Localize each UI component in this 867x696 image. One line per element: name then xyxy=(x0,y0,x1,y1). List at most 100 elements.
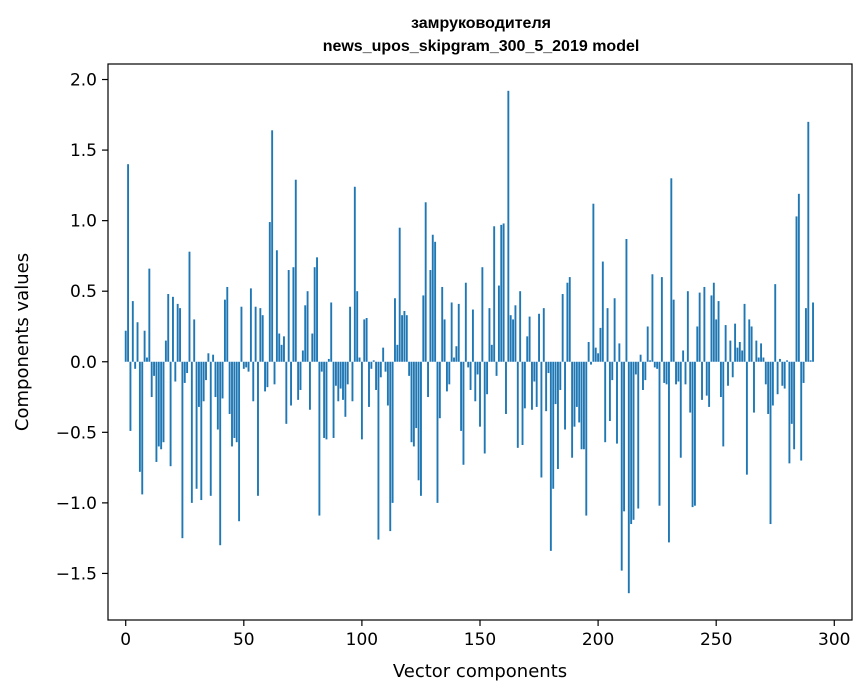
bar xyxy=(297,361,300,400)
bar xyxy=(552,361,555,489)
bar xyxy=(332,361,335,438)
bar xyxy=(264,361,267,392)
bar xyxy=(738,342,741,362)
bar xyxy=(727,361,729,386)
bar xyxy=(705,361,708,396)
bar xyxy=(514,305,517,362)
bar xyxy=(382,347,385,362)
bar xyxy=(157,361,160,447)
bar xyxy=(646,326,649,362)
bar xyxy=(724,325,727,362)
bar xyxy=(597,353,600,362)
chart-subtitle: news_upos_skipgram_300_5_2019 model xyxy=(323,38,640,55)
y-tick-label: −0.5 xyxy=(56,423,97,443)
bar xyxy=(311,333,314,362)
bar xyxy=(275,250,278,362)
bar xyxy=(280,344,283,362)
bar xyxy=(807,121,810,362)
bar xyxy=(684,361,687,385)
bar xyxy=(164,340,167,362)
bar xyxy=(691,361,694,508)
bar xyxy=(273,361,276,385)
chart-title: замруководителя xyxy=(411,15,551,32)
bar xyxy=(193,319,196,362)
bar xyxy=(214,361,217,398)
bar xyxy=(649,360,651,362)
plot-frame xyxy=(107,63,853,621)
bar xyxy=(526,336,529,362)
bar xyxy=(578,361,581,423)
bar xyxy=(715,319,718,362)
bar xyxy=(668,361,670,543)
bar xyxy=(658,361,661,506)
bar xyxy=(257,361,259,496)
bar xyxy=(743,303,746,362)
bar xyxy=(764,361,767,385)
bar xyxy=(318,361,321,516)
bar xyxy=(760,343,763,362)
bar xyxy=(736,347,739,362)
bar xyxy=(535,361,538,407)
bar xyxy=(455,346,458,362)
bar xyxy=(143,330,146,362)
bar xyxy=(339,361,342,389)
bar xyxy=(507,90,510,362)
bar xyxy=(594,347,597,362)
y-tick-label: 2.0 xyxy=(70,71,97,91)
bar xyxy=(356,291,359,362)
bar xyxy=(500,224,503,362)
bar xyxy=(653,361,656,368)
bar xyxy=(320,361,323,372)
bar xyxy=(202,361,205,402)
bar xyxy=(207,353,210,362)
bar xyxy=(278,333,281,362)
bar xyxy=(197,361,200,407)
bar xyxy=(299,361,302,390)
bar xyxy=(618,343,621,362)
bar xyxy=(441,286,444,362)
bar xyxy=(568,277,571,362)
bar xyxy=(420,361,422,496)
bar xyxy=(238,361,241,522)
bar xyxy=(627,361,630,594)
bar xyxy=(365,318,368,362)
y-tick-label: 0.5 xyxy=(70,282,97,302)
bar xyxy=(304,305,307,362)
bar xyxy=(502,223,505,362)
bar xyxy=(554,361,557,405)
bar xyxy=(408,361,411,376)
bar xyxy=(306,291,309,362)
bar xyxy=(701,361,703,400)
y-axis-ticks: −1.5 −1.0 −0.5 0.0 0.5 1.0 1.5 2.0 xyxy=(56,71,108,584)
bar xyxy=(129,361,132,431)
bar xyxy=(353,186,356,362)
bar xyxy=(670,178,673,362)
bar xyxy=(549,361,552,551)
bar xyxy=(608,361,611,422)
bar xyxy=(599,327,602,362)
bar xyxy=(188,251,191,362)
bar xyxy=(434,241,437,362)
bar xyxy=(216,361,219,430)
bar xyxy=(190,361,193,503)
bar xyxy=(731,361,734,378)
bar xyxy=(424,202,427,362)
bar xyxy=(134,361,137,369)
bar xyxy=(396,344,399,362)
y-axis-label: Components values xyxy=(12,253,33,431)
bar xyxy=(693,361,696,506)
bar xyxy=(372,360,375,362)
bars-group xyxy=(124,90,814,594)
bar xyxy=(223,299,226,362)
bar xyxy=(741,350,744,362)
bar xyxy=(486,361,489,395)
bar xyxy=(767,361,770,414)
bar xyxy=(349,306,352,362)
bar xyxy=(519,291,522,362)
bar xyxy=(656,361,659,369)
bar xyxy=(131,301,134,362)
bar xyxy=(505,361,507,414)
bar xyxy=(245,361,248,368)
bar xyxy=(521,361,524,446)
bar xyxy=(545,361,548,412)
